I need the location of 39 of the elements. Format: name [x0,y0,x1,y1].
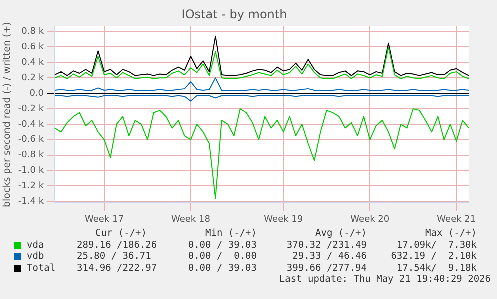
text: Max (-/+) [424,228,477,240]
y-tick-label: -0.8 k [18,150,45,161]
text: 17.09k/ 7.30k [396,240,477,251]
y-axis-title: blocks per second read (-) / written (+) [2,22,14,208]
text: 314.96 /222.97 [77,262,158,274]
text: Last update: Thu May 21 19:40:29 2026 [279,274,491,285]
legend-label: vdb [27,251,46,262]
y-tick-label: -0.4 k [18,120,45,130]
text: 370.32 /231.49 [286,240,367,251]
y-tick-label: -1.4 k [18,197,45,207]
text: 399.66 /277.94 [286,262,367,274]
y-tick-label: 0.8 k [22,27,45,38]
x-tick-label: Week 17 [84,214,124,225]
text: Min (-/+) [204,228,257,240]
text: 25.80 / 36.71 [77,251,152,262]
y-tick-label: 0.6 k [22,42,45,53]
x-tick-label: Week 19 [264,214,304,225]
text: 632.19 / 2.10k [390,251,477,262]
text: 0.00 / 39.03 [188,240,257,250]
x-tick-label: Week 20 [350,214,390,225]
text: 0.00 / 0.00 [188,251,257,262]
text: 289.16 /186.26 [77,240,158,251]
text: Cur (-/+) [94,228,147,240]
y-tick-label: -1.0 k [18,166,45,176]
legend-label: vda [27,240,46,251]
y-tick-label: 0.0 [30,88,44,99]
y-tick-label: -1.2 k [18,182,45,192]
y-tick-label: -0.2 k [18,104,45,114]
x-tick-label: Week 21 [437,214,476,225]
y-tick-label: 0.4 k [22,58,45,68]
text: Avg (-/+) [314,228,367,240]
chart-title: IOstat - by month [182,7,288,22]
text: 17.54k/ 9.18k [396,262,477,274]
legend-label: Total [27,262,57,274]
text: 29.33 / 46.46 [292,251,367,262]
text: 0.00 / 39.03 [188,262,257,274]
y-tick-label: -0.6 k [18,135,45,146]
y-tick-label: 0.2 k [22,73,45,84]
x-tick-label: Week 18 [171,214,211,225]
